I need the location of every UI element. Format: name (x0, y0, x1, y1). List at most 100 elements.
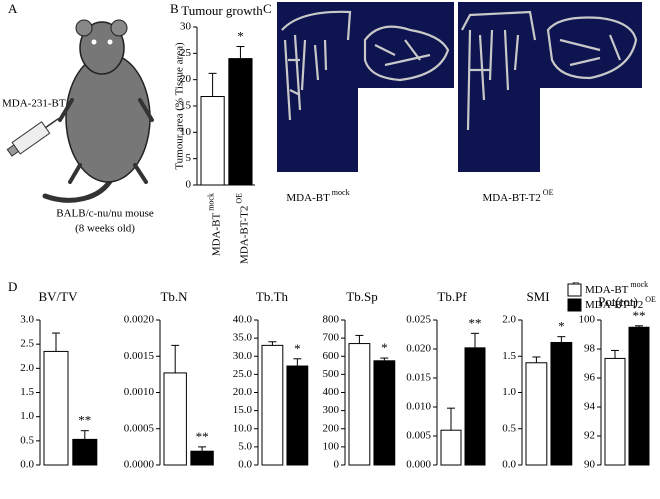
y-tick-label: 5.0 (238, 440, 252, 452)
y-tick-label: 1.5 (502, 350, 516, 362)
chart-title: Tb.N (160, 289, 188, 304)
y-tick-label: 0.0015 (124, 350, 155, 362)
x-tick-label-base: MDA-BT (210, 213, 222, 257)
legend-label: MDA-BT mock (585, 280, 648, 295)
chart-title: BV/TV (39, 289, 79, 304)
bar (440, 429, 462, 466)
x-tick-label-base: MDA-BT-T2 (238, 206, 250, 264)
y-tick-label: 400 (323, 386, 340, 398)
image-caption-base: MDA-BT (286, 192, 330, 204)
legend-label-base: MDA-BT-T2 (585, 299, 643, 311)
y-axis-label: Tumour area (% Tissue area) (174, 42, 186, 170)
image-caption-base: MDA-BT-T2 (483, 192, 541, 204)
y-tick-label: 92 (584, 430, 595, 442)
y-tick-label: 0.0000 (124, 459, 155, 471)
y-tick-label: 0.025 (406, 314, 431, 326)
y-tick-label: 300 (323, 404, 340, 416)
x-tick-label: MDA-BT-T2 OE (235, 193, 250, 264)
bar (72, 438, 98, 466)
bar (550, 341, 573, 466)
y-tick-label: 100 (579, 314, 596, 326)
significance: * (237, 28, 244, 43)
bar (628, 326, 650, 466)
image-caption-sup: OE (543, 188, 554, 197)
y-tick-label: 0.015 (406, 372, 431, 384)
significance: * (294, 341, 301, 356)
y-tick-label: 1.5 (20, 386, 34, 398)
y-tick-label: 2.0 (20, 362, 34, 374)
y-tick-label: 0.0020 (124, 314, 155, 326)
legend-swatch (567, 283, 582, 297)
y-tick-label: 0 (334, 459, 340, 471)
bar (348, 343, 371, 466)
y-tick-label: 96 (584, 372, 596, 384)
y-tick-label: 25.0 (233, 368, 253, 380)
y-tick-label: 600 (323, 350, 340, 362)
bar (43, 350, 69, 466)
legend-label: MDA-BT-T2 OE (585, 295, 656, 310)
y-tick-label: 30 (180, 21, 192, 33)
y-tick-label: 3.0 (20, 314, 34, 326)
chart-title: Tumour growth (181, 3, 263, 18)
y-tick-label: 25 (180, 47, 192, 59)
y-tick-label: 0.5 (20, 434, 34, 446)
injection-label: MDA-231-BT (2, 98, 66, 110)
significance: * (381, 340, 388, 355)
panel-label: D (8, 279, 17, 294)
legend-label-sup: OE (645, 295, 656, 304)
image-caption: MDA-BT-T2 OE (483, 188, 554, 203)
y-tick-label: 2.0 (502, 314, 516, 326)
y-tick-label: 98 (584, 343, 596, 355)
y-tick-label: 5 (186, 152, 192, 164)
y-tick-label: 10.0 (233, 422, 253, 434)
y-tick-label: 0.0 (238, 459, 252, 471)
y-tick-label: 0 (186, 179, 192, 191)
bar (163, 372, 187, 466)
mouse-illustration (6, 19, 154, 203)
x-tick-label-sup: mock (207, 193, 216, 211)
y-tick-label: 20 (180, 73, 192, 85)
significance: ** (633, 308, 646, 323)
y-tick-label: 0.020 (406, 343, 431, 355)
y-tick-label: 10 (180, 126, 192, 138)
chart-title: SMI (526, 289, 549, 304)
y-tick-label: 90 (584, 459, 596, 471)
y-tick-label: 0.0 (20, 459, 34, 471)
bar (373, 360, 396, 466)
y-tick-label: 700 (323, 332, 340, 344)
panel-label: B (170, 1, 179, 16)
y-tick-label: 500 (323, 368, 340, 380)
chart-title: Tb.Sp (346, 289, 377, 304)
chart-title: Tb.Th (256, 289, 289, 304)
mouse-label: (8 weeks old) (75, 223, 135, 235)
y-tick-label: 0.0005 (124, 422, 155, 434)
bar (286, 365, 309, 466)
y-tick-label: 0.5 (502, 422, 516, 434)
significance: ** (469, 315, 482, 330)
legend-label-sup: mock (630, 280, 648, 289)
panel-label: C (263, 1, 272, 16)
y-tick-label: 800 (323, 314, 340, 326)
y-tick-label: 0.0010 (124, 386, 155, 398)
y-tick-label: 94 (584, 401, 596, 413)
y-tick-label: 30.0 (233, 350, 253, 362)
bar (261, 344, 284, 466)
y-tick-label: 1.0 (20, 410, 34, 422)
y-tick-label: 0.005 (406, 430, 431, 442)
bar (604, 357, 626, 466)
y-tick-label: 15.0 (233, 404, 253, 416)
bar (200, 96, 225, 186)
significance: * (558, 319, 565, 334)
micro-ct-images (277, 2, 642, 172)
y-tick-label: 1.0 (502, 386, 516, 398)
y-tick-label: 35.0 (233, 332, 253, 344)
y-tick-label: 0.010 (406, 401, 431, 413)
significance: ** (78, 413, 91, 428)
panel-label: A (8, 1, 18, 16)
bar (228, 58, 253, 186)
x-tick-label-sup: OE (235, 193, 244, 204)
y-tick-label: 20.0 (233, 386, 253, 398)
x-tick-label: MDA-BT mock (207, 193, 222, 256)
